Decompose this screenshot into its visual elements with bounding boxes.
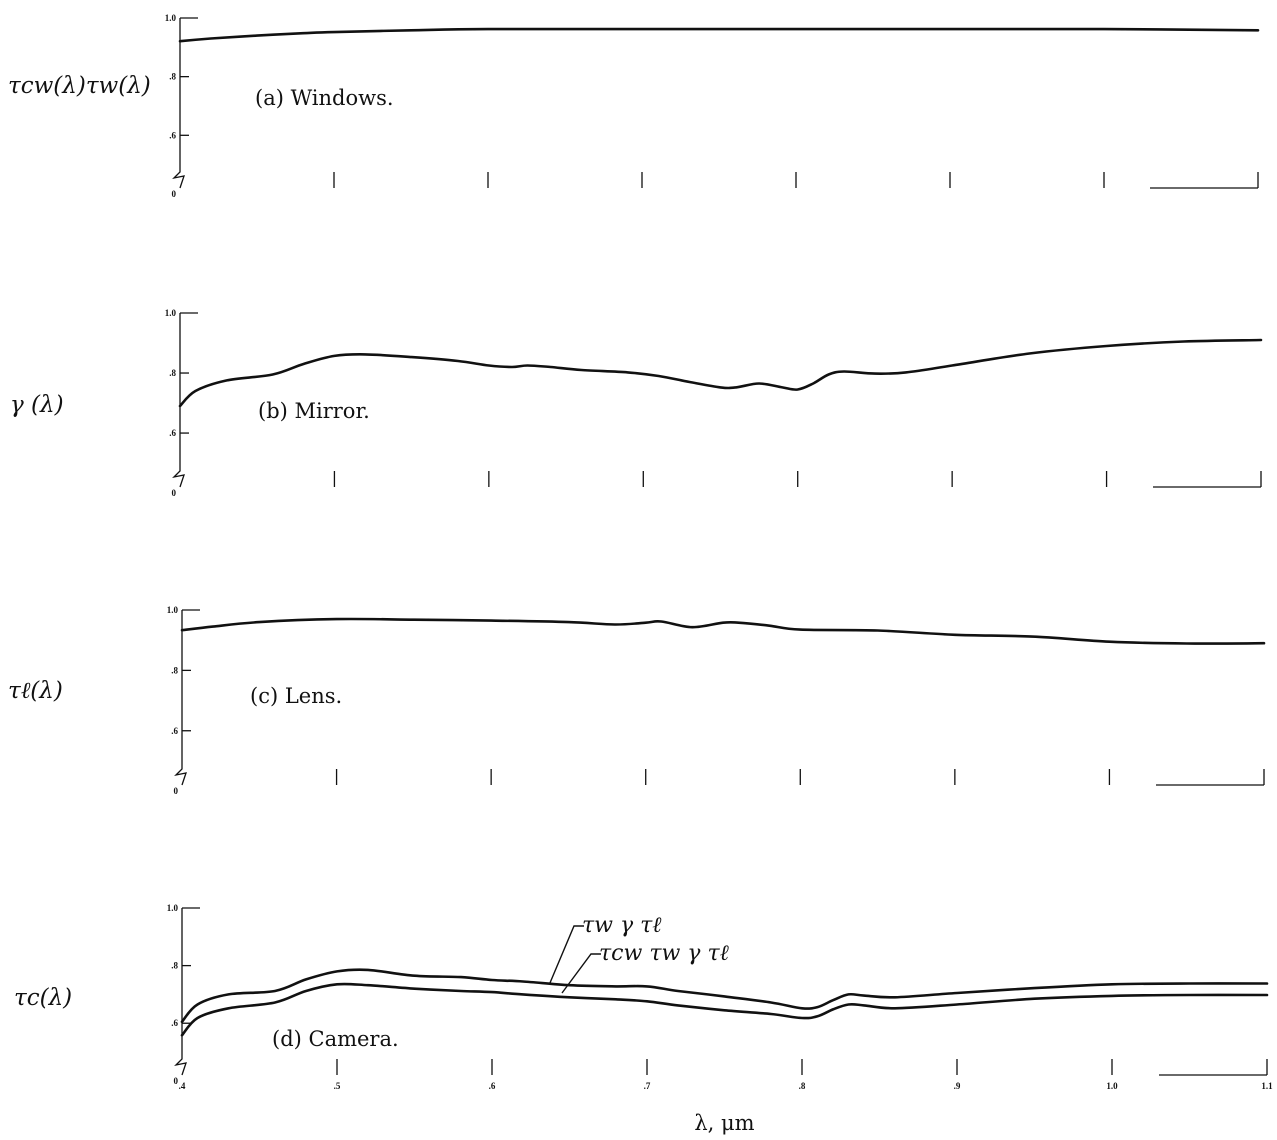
- x-tick-label: .5: [334, 1081, 341, 1091]
- y-tick-label: .8: [171, 961, 178, 971]
- y-tick-label: 1.0: [167, 605, 179, 615]
- series-label-1: τw γ τℓ: [582, 913, 662, 938]
- y-axis-label: γ (λ): [10, 392, 64, 418]
- y-axis-label: τc(λ): [14, 985, 72, 1011]
- y-axis-label: τℓ(λ): [8, 678, 63, 704]
- y-tick-label: .8: [169, 72, 176, 82]
- y-axis-label: τcw(λ)τw(λ): [8, 73, 151, 99]
- y-tick-label: 1.0: [165, 13, 177, 23]
- series-line-2: [180, 982, 1269, 1037]
- chart-panel-3: 1.0 .8 .6 0 (c) Lens. τℓ(λ): [8, 605, 1266, 796]
- y-axis-line: [174, 610, 187, 786]
- y-tick-label: .6: [171, 1018, 178, 1028]
- y-tick-label: 0: [172, 488, 177, 498]
- series-leader-line: [549, 925, 584, 984]
- panel-label: (a) Windows.: [255, 86, 394, 110]
- chart-panel-2: 1.0 .8 .6 0 (b) Mirror. γ (λ): [10, 308, 1263, 498]
- y-axis-line: [172, 18, 185, 189]
- panel-label: (c) Lens.: [250, 684, 342, 708]
- y-tick-label: .6: [169, 130, 176, 140]
- series-line-1: [178, 27, 1260, 43]
- y-tick-label: 1.0: [167, 903, 179, 913]
- x-tick-label: .7: [644, 1081, 651, 1091]
- series-leader-line: [561, 953, 601, 994]
- y-axis-line: [172, 313, 185, 488]
- series-label-2: τcw τw γ τℓ: [599, 941, 730, 966]
- y-tick-label: .6: [169, 428, 176, 438]
- chart-panel-1: 1.0 .8 .6 0 (a) Windows. τcw(λ)τw(λ): [8, 13, 1260, 199]
- series-line-1: [178, 338, 1263, 408]
- x-tick-label: .8: [799, 1081, 806, 1091]
- panel-label: (d) Camera.: [272, 1027, 399, 1051]
- y-tick-label: 0: [172, 189, 177, 199]
- y-tick-label: 0: [174, 1076, 179, 1086]
- chart-panel-4: 1.0 .8 .6 0.4 .5 .6 .7 .8 .9 1.0 1.1 (d) Camera. τc(…: [14, 903, 1273, 1135]
- y-tick-label: .6: [171, 726, 178, 736]
- y-tick-label: .8: [169, 368, 176, 378]
- x-axis-label: λ, μm: [694, 1111, 754, 1135]
- x-tick-label: .4: [179, 1081, 186, 1091]
- y-tick-label: 1.0: [165, 308, 177, 318]
- panel-label: (b) Mirror.: [258, 399, 370, 423]
- x-tick-label: 1.0: [1106, 1081, 1118, 1091]
- x-tick-label: .6: [489, 1081, 496, 1091]
- y-tick-label: 0: [174, 786, 179, 796]
- series-line-1: [180, 617, 1266, 645]
- series-line-1: [180, 968, 1269, 1024]
- y-axis-line: [174, 908, 187, 1076]
- x-tick-label: 1.1: [1261, 1081, 1273, 1091]
- x-tick-label: .9: [954, 1081, 961, 1091]
- y-tick-label: .8: [171, 665, 178, 675]
